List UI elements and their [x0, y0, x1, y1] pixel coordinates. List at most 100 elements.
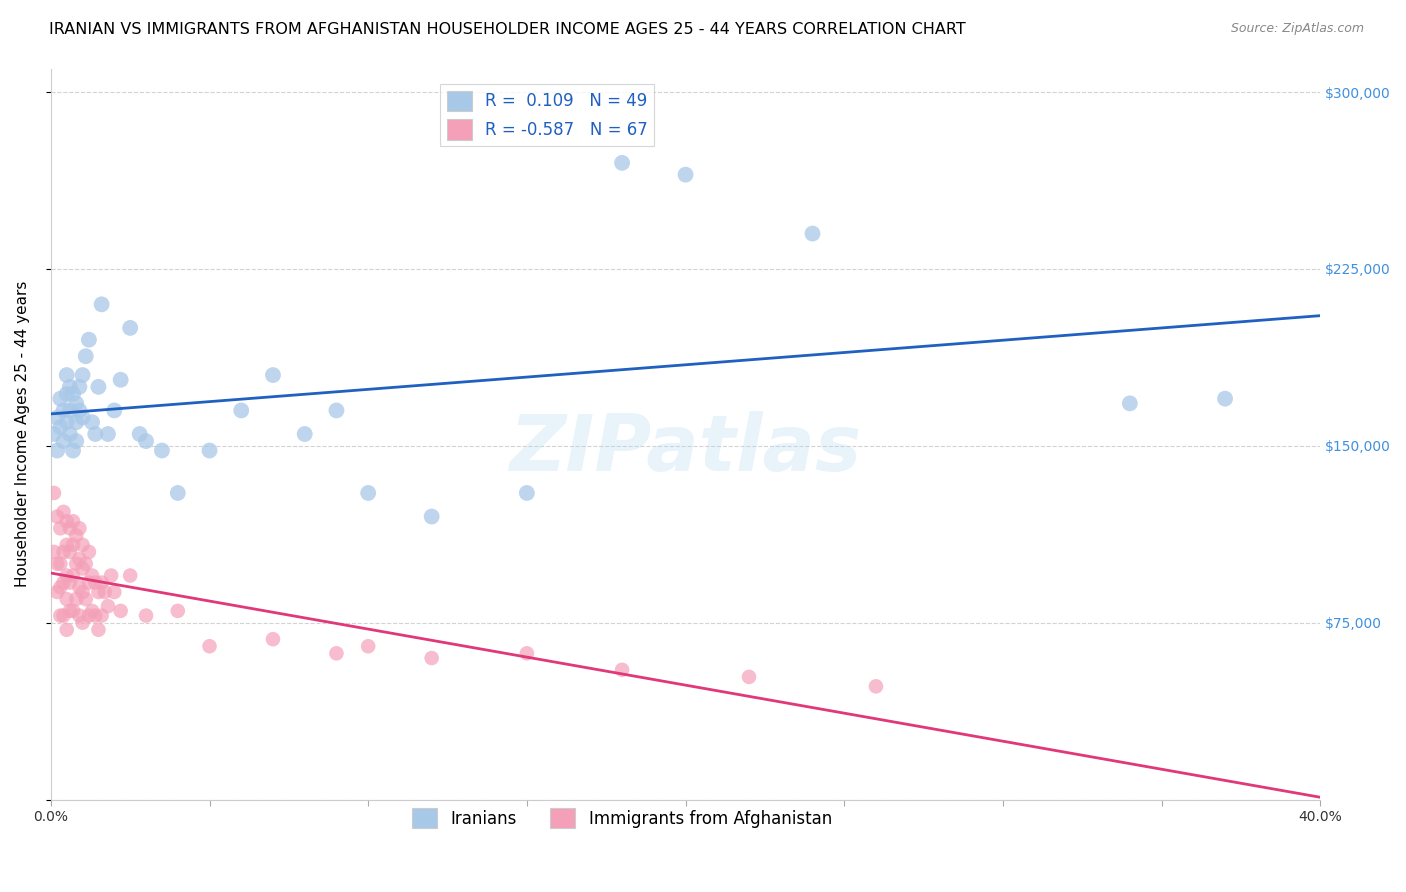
Point: [52, 403, 75, 417]
Point: [420, 509, 443, 524]
Text: Source: ZipAtlas.com: Source: ZipAtlas.com: [1230, 22, 1364, 36]
Point: [49, 580, 72, 594]
Point: [865, 679, 887, 693]
Point: [325, 646, 347, 660]
Point: [52, 575, 75, 590]
Point: [72, 615, 94, 630]
Point: [97, 427, 120, 442]
Point: [72, 410, 94, 425]
Point: [67, 380, 90, 394]
Point: [67, 521, 90, 535]
Point: [610, 663, 633, 677]
Legend: Iranians, Immigrants from Afghanistan: Iranians, Immigrants from Afghanistan: [405, 801, 838, 835]
Point: [67, 608, 90, 623]
Point: [357, 486, 380, 500]
Point: [52, 545, 75, 559]
Point: [55, 514, 77, 528]
Point: [62, 604, 84, 618]
Text: IRANIAN VS IMMIGRANTS FROM AFGHANISTAN HOUSEHOLDER INCOME AGES 25 - 44 YEARS COR: IRANIAN VS IMMIGRANTS FROM AFGHANISTAN H…: [49, 22, 966, 37]
Point: [46, 443, 69, 458]
Point: [80, 415, 103, 429]
Point: [84, 427, 107, 442]
Point: [110, 604, 132, 618]
Point: [59, 545, 82, 559]
Point: [87, 380, 110, 394]
Point: [59, 604, 82, 618]
Point: [72, 538, 94, 552]
Point: [55, 415, 77, 429]
Point: [65, 434, 87, 449]
Point: [262, 632, 284, 647]
Point: [110, 373, 132, 387]
Point: [55, 592, 77, 607]
Point: [62, 387, 84, 401]
Point: [42, 545, 65, 559]
Point: [150, 443, 173, 458]
Point: [55, 368, 77, 382]
Point: [75, 592, 97, 607]
Point: [42, 427, 65, 442]
Point: [62, 568, 84, 582]
Point: [62, 538, 84, 552]
Point: [59, 521, 82, 535]
Point: [65, 592, 87, 607]
Point: [675, 168, 697, 182]
Point: [55, 538, 77, 552]
Point: [166, 486, 188, 500]
Point: [62, 443, 84, 458]
Point: [90, 575, 112, 590]
Y-axis label: Householder Income Ages 25 - 44 years: Householder Income Ages 25 - 44 years: [15, 281, 30, 587]
Point: [357, 639, 380, 653]
Point: [166, 604, 188, 618]
Point: [97, 599, 120, 614]
Point: [59, 575, 82, 590]
Point: [65, 557, 87, 571]
Point: [62, 514, 84, 528]
Point: [75, 557, 97, 571]
Point: [84, 608, 107, 623]
Point: [49, 521, 72, 535]
Point: [49, 608, 72, 623]
Point: [55, 623, 77, 637]
Point: [75, 349, 97, 363]
Point: [738, 670, 761, 684]
Point: [262, 368, 284, 382]
Point: [198, 639, 221, 653]
Point: [516, 646, 538, 660]
Point: [87, 585, 110, 599]
Point: [94, 585, 117, 599]
Point: [80, 568, 103, 582]
Point: [87, 623, 110, 637]
Point: [52, 505, 75, 519]
Point: [55, 568, 77, 582]
Point: [128, 427, 150, 442]
Text: ZIPatlas: ZIPatlas: [509, 410, 862, 487]
Point: [46, 585, 69, 599]
Point: [77, 608, 100, 623]
Point: [67, 580, 90, 594]
Point: [42, 486, 65, 500]
Point: [77, 575, 100, 590]
Point: [1119, 396, 1142, 410]
Point: [55, 387, 77, 401]
Point: [198, 443, 221, 458]
Point: [59, 427, 82, 442]
Point: [610, 156, 633, 170]
Point: [135, 608, 157, 623]
Point: [325, 403, 347, 417]
Point: [801, 227, 824, 241]
Point: [65, 396, 87, 410]
Point: [52, 434, 75, 449]
Point: [231, 403, 253, 417]
Point: [59, 380, 82, 394]
Point: [67, 552, 90, 566]
Point: [52, 608, 75, 623]
Point: [49, 557, 72, 571]
Point: [67, 403, 90, 417]
Point: [90, 608, 112, 623]
Point: [103, 585, 125, 599]
Point: [46, 509, 69, 524]
Point: [65, 415, 87, 429]
Point: [46, 557, 69, 571]
Point: [65, 528, 87, 542]
